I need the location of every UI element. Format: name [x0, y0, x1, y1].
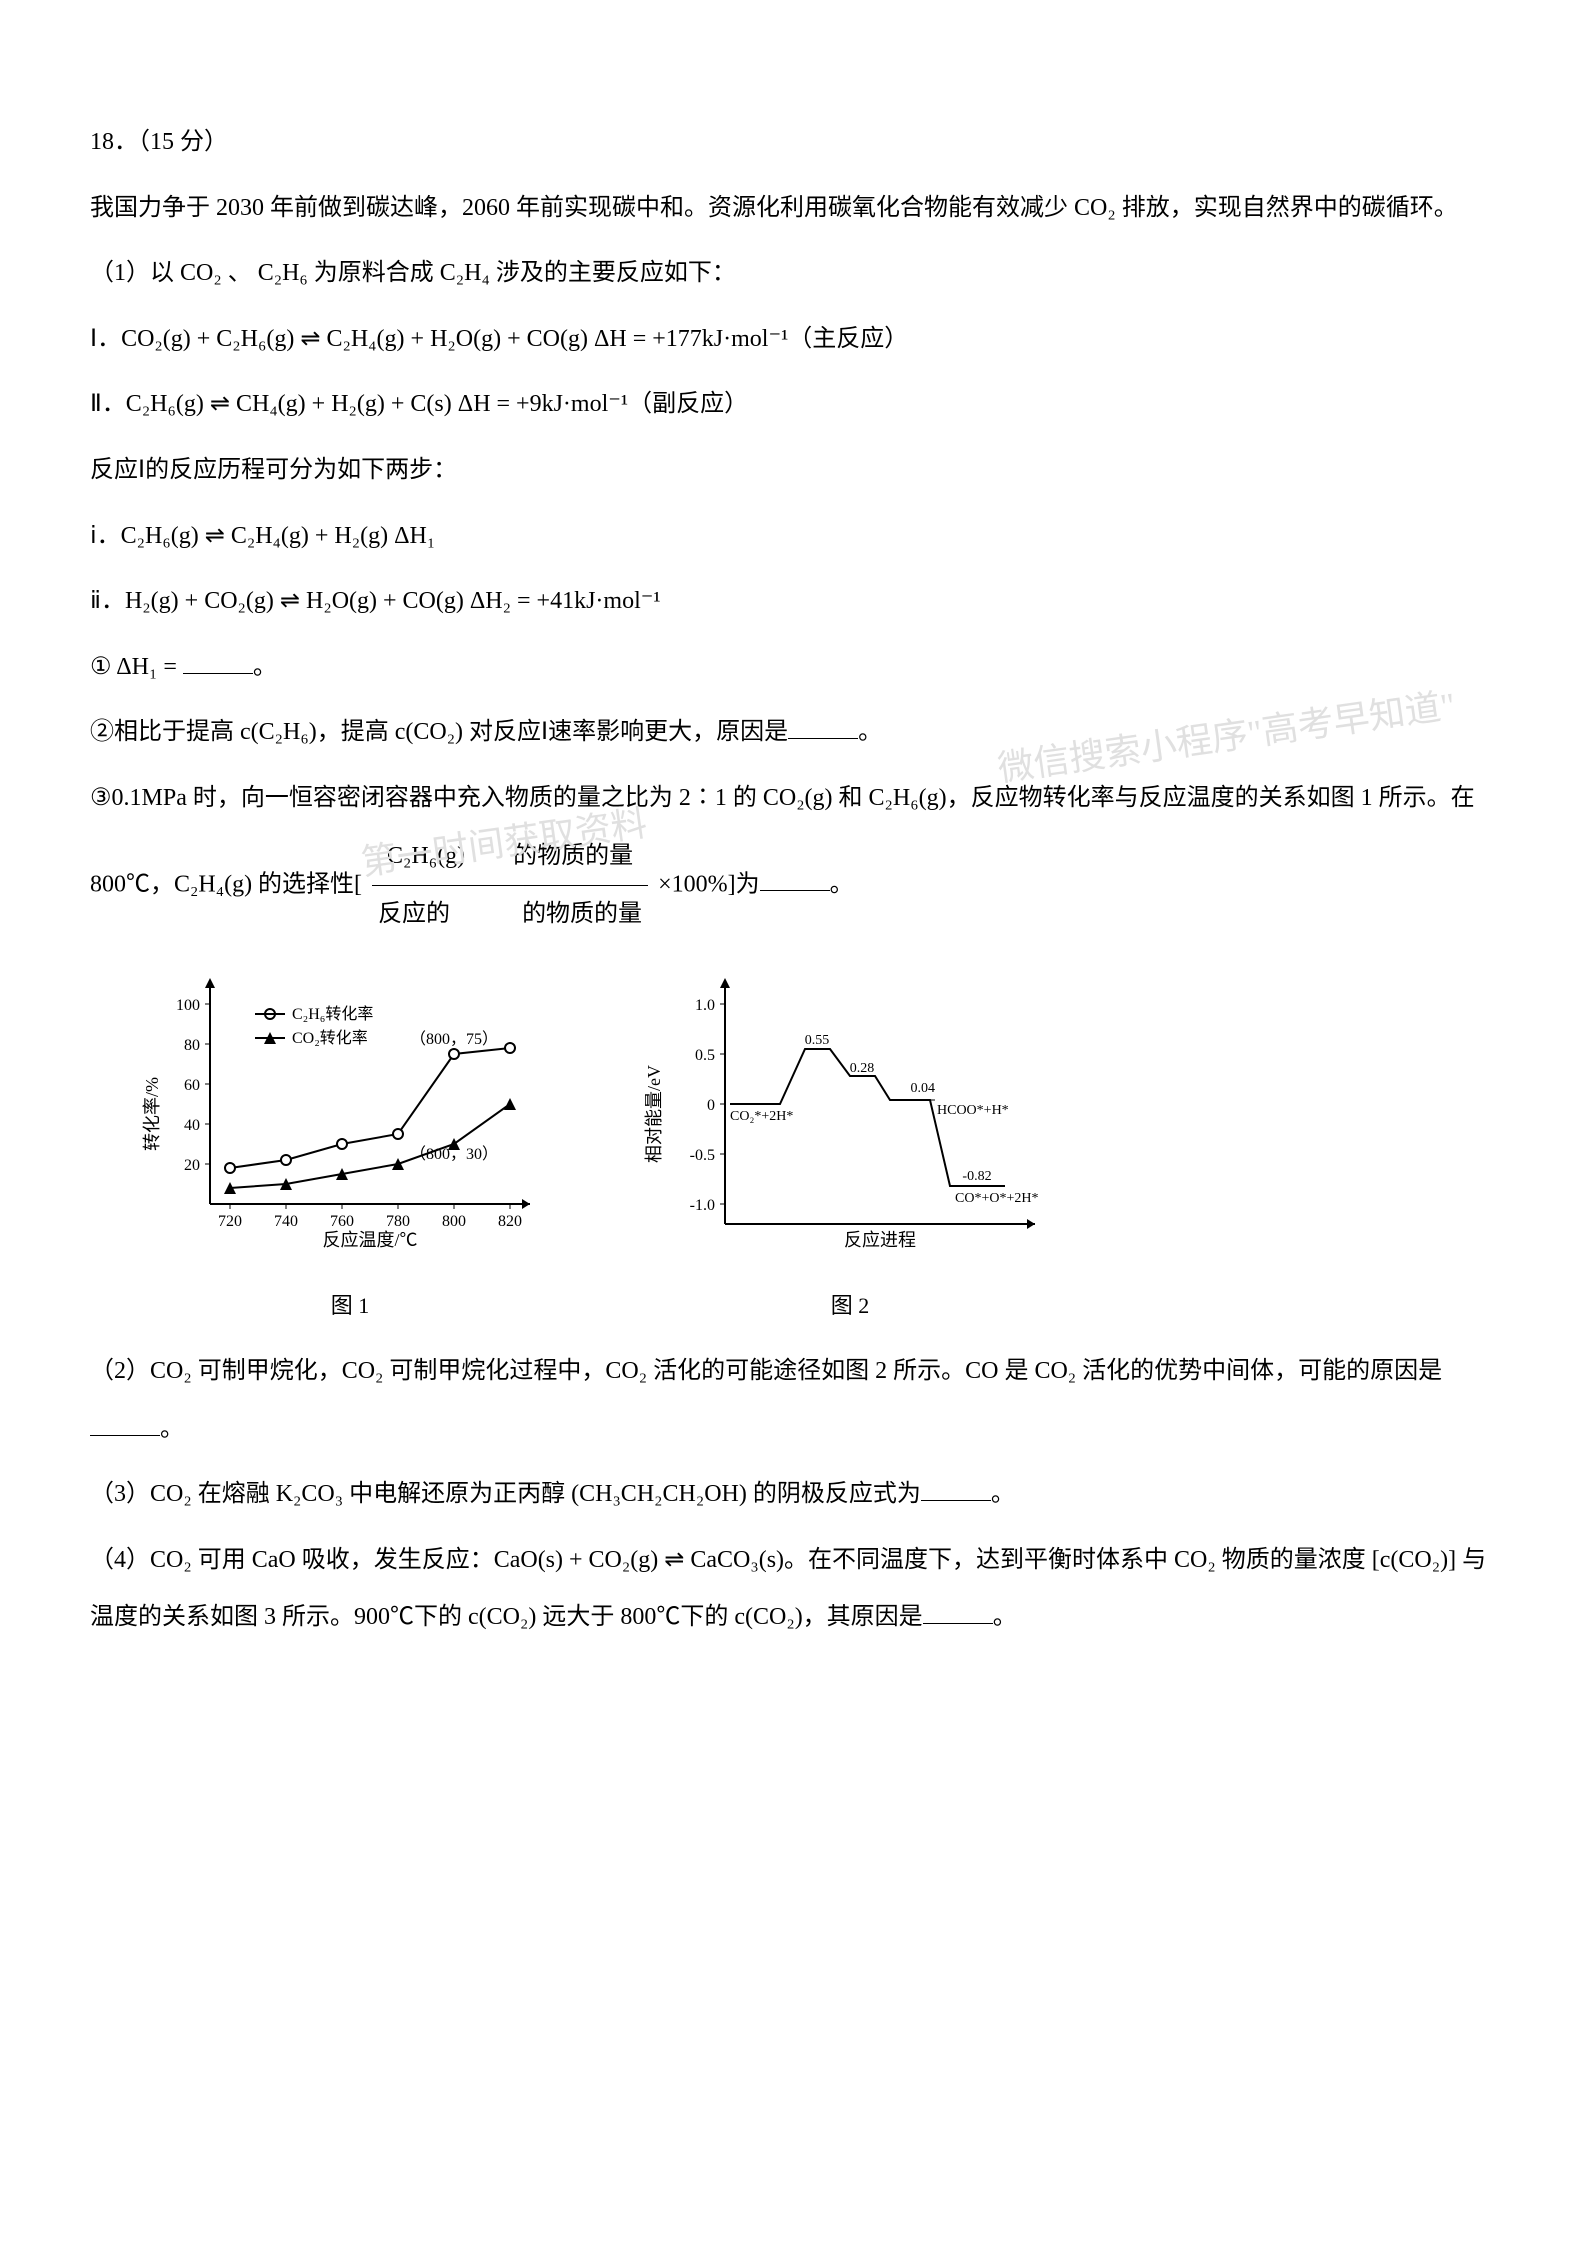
reaction-I: Ⅰ．CO₂(g) + C₂H₆(g) ⇌ C₂H₄(g) + H₂O(g) + … [90, 311, 1497, 369]
chart-2-svg: 1.0 0.5 0 -0.5 -1.0 0.55 0.28 0.04 [640, 964, 1060, 1254]
q2-text: ②相比于提高 c(C₂H₆)，提高 c(CO₂) 对反应Ⅰ速率影响更大，原因是 [90, 719, 788, 745]
svg-text:相对能量/eV: 相对能量/eV [644, 1065, 664, 1163]
blank-q3 [760, 867, 830, 891]
p4-end: 。 [993, 1604, 1017, 1630]
question-2: ②相比于提高 c(C₂H₆)，提高 c(CO₂) 对反应Ⅰ速率影响更大，原因是 。… [90, 704, 1497, 762]
svg-text:CO₂*+2H*: CO₂*+2H* [730, 1109, 793, 1124]
p2-end: 。 [160, 1416, 184, 1442]
svg-text:20: 20 [184, 1157, 200, 1174]
blank-q2 [788, 715, 858, 739]
legend-1: C₂H₆转化率 [292, 1005, 373, 1023]
frac-den-b: 的物质的量 [522, 901, 642, 927]
q3-text-b: ×100%]为 [658, 871, 760, 897]
part1-prompt: （1）以 CO₂ 、 C₂H₆ 为原料合成 C₂H₄ 涉及的主要反应如下： [90, 245, 1497, 303]
intro-text: 我国力争于 2030 年前做到碳达峰，2060 年前实现碳中和。资源化利用碳氧化… [90, 180, 1497, 238]
p3-text: （3）CO₂ 在熔融 K₂CO₃ 中电解还原为正丙醇 (CH₃CH₂CH₂OH)… [90, 1481, 921, 1507]
frac-num-b: 的物质的量 [513, 843, 633, 869]
step-ii: ⅱ．H₂(g) + CO₂(g) ⇌ H₂O(g) + CO(g) ΔH₂ = … [90, 573, 1497, 631]
q3-end: 。 [830, 871, 854, 897]
p4-text: （4）CO₂ 可用 CaO 吸收，发生反应：CaO(s) + CO₂(g) ⇌ … [90, 1547, 1486, 1631]
svg-text:100: 100 [176, 997, 200, 1014]
blank-p3 [921, 1477, 991, 1501]
fig1-caption: 图 1 [140, 1280, 560, 1333]
svg-text:HCOO*+H*: HCOO*+H* [937, 1103, 1009, 1118]
part4: （4）CO₂ 可用 CaO 吸收，发生反应：CaO(s) + CO₂(g) ⇌ … [90, 1532, 1497, 1647]
blank-q1 [183, 650, 253, 674]
legend-2: CO₂转化率 [292, 1029, 368, 1047]
svg-text:-0.82: -0.82 [962, 1169, 991, 1184]
svg-text:0.55: 0.55 [805, 1033, 830, 1048]
svg-text:（800，75）: （800，75） [410, 1030, 498, 1048]
step-i: ⅰ．C₂H₆(g) ⇌ C₂H₄(g) + H₂(g) ΔH₁ [90, 508, 1497, 566]
question-number: 18．（15 分） [90, 114, 1497, 172]
svg-text:80: 80 [184, 1037, 200, 1054]
reaction-II: Ⅱ．C₂H₆(g) ⇌ CH₄(g) + H₂(g) + C(s) ΔH = +… [90, 376, 1497, 434]
q1-text: ① ΔH₁ = [90, 654, 183, 680]
svg-text:60: 60 [184, 1077, 200, 1094]
selectivity-fraction: C₂H₆(g) 的物质的量 反应的 的物质的量 [372, 828, 648, 944]
fig2-caption: 图 2 [640, 1280, 1060, 1333]
blank-p4 [923, 1600, 993, 1624]
svg-text:740: 740 [274, 1213, 298, 1230]
question-3: ③0.1MPa 时，向一恒容密闭容器中充入物质的量之比为 2∶1 的 CO₂(g… [90, 770, 1497, 944]
svg-text:720: 720 [218, 1213, 242, 1230]
svg-text:0.5: 0.5 [695, 1047, 715, 1064]
figure-2: 1.0 0.5 0 -0.5 -1.0 0.55 0.28 0.04 [640, 964, 1060, 1333]
svg-text:820: 820 [498, 1213, 522, 1230]
p3-end: 。 [991, 1481, 1015, 1507]
exam-page: 18．（15 分） 我国力争于 2030 年前做到碳达峰，2060 年前实现碳中… [0, 0, 1587, 1745]
part3: （3）CO₂ 在熔融 K₂CO₃ 中电解还原为正丙醇 (CH₃CH₂CH₂OH)… [90, 1466, 1497, 1524]
part2: （2）CO₂ 可制甲烷化，CO₂ 可制甲烷化过程中，CO₂ 活化的可能途径如图 … [90, 1343, 1497, 1458]
figure-1: 20 40 60 80 100 720 740 760 780 800 820 [140, 964, 560, 1333]
q2-end: 。 [858, 719, 882, 745]
svg-text:780: 780 [386, 1213, 410, 1230]
svg-text:-1.0: -1.0 [690, 1197, 715, 1214]
blank-p2 [90, 1412, 160, 1436]
chart-1-svg: 20 40 60 80 100 720 740 760 780 800 820 [140, 964, 560, 1254]
svg-text:40: 40 [184, 1117, 200, 1134]
svg-text:1.0: 1.0 [695, 997, 715, 1014]
svg-text:转化率/%: 转化率/% [142, 1077, 162, 1151]
svg-text:-0.5: -0.5 [690, 1147, 715, 1164]
svg-text:反应进程: 反应进程 [844, 1230, 916, 1250]
mechanism-intro: 反应Ⅰ的反应历程可分为如下两步： [90, 442, 1497, 500]
svg-text:0.04: 0.04 [911, 1081, 936, 1096]
svg-text:0: 0 [707, 1097, 715, 1114]
figures-row: 20 40 60 80 100 720 740 760 780 800 820 [140, 964, 1497, 1333]
question-1: ① ΔH₁ = 。 [90, 639, 1497, 697]
svg-text:CO*+O*+2H*: CO*+O*+2H* [955, 1191, 1038, 1206]
p2-text: （2）CO₂ 可制甲烷化，CO₂ 可制甲烷化过程中，CO₂ 活化的可能途径如图 … [90, 1358, 1442, 1384]
frac-num-a: C₂H₆(g) [387, 843, 465, 869]
svg-text:反应温度/℃: 反应温度/℃ [322, 1230, 417, 1250]
svg-text:（800，30）: （800，30） [410, 1145, 498, 1163]
svg-text:760: 760 [330, 1213, 354, 1230]
svg-text:800: 800 [442, 1213, 466, 1230]
frac-den-a: 反应的 [378, 901, 450, 927]
svg-text:0.28: 0.28 [850, 1061, 875, 1076]
q1-end: 。 [253, 654, 277, 680]
